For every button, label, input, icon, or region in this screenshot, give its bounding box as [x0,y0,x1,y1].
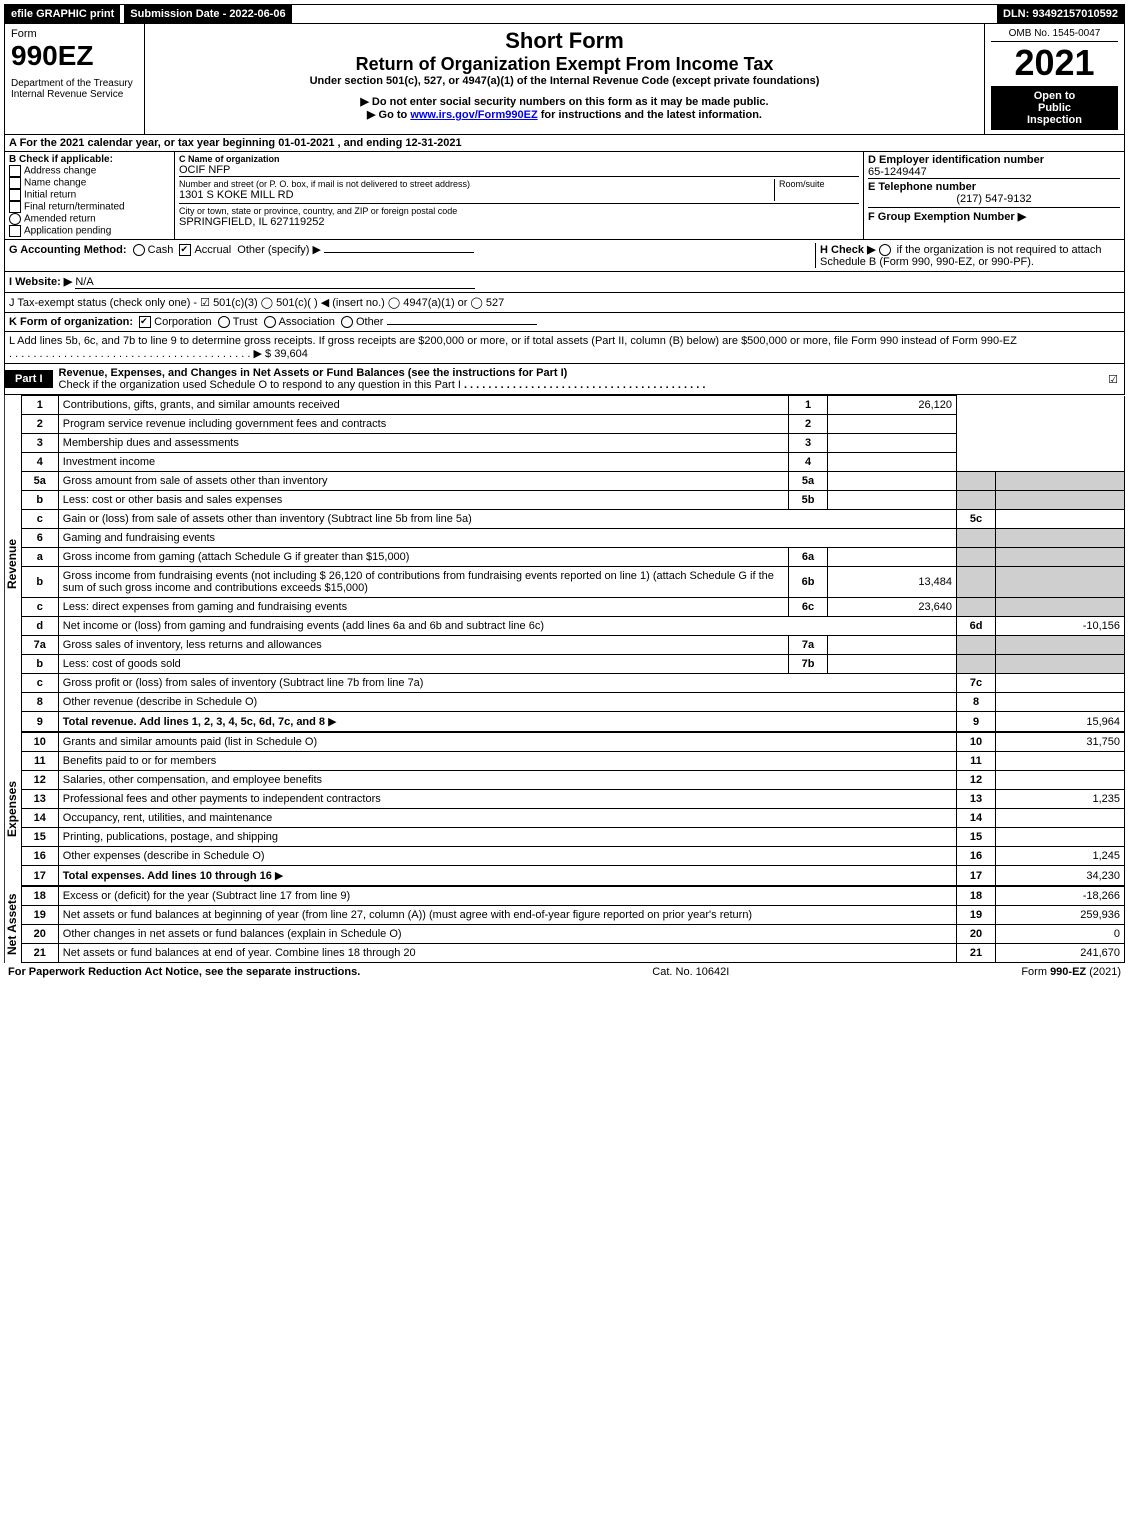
checkbox-application-pending[interactable] [9,225,21,237]
form-header: Form 990EZ Department of the Treasury In… [4,24,1125,135]
radio-cash[interactable] [133,244,145,256]
footer-left: For Paperwork Reduction Act Notice, see … [8,966,360,978]
checkbox-accrual[interactable] [179,244,191,256]
main-title: Return of Organization Exempt From Incom… [151,54,978,75]
website-label: I Website: ▶ [9,276,72,288]
netassets-table: 18Excess or (deficit) for the year (Subt… [21,886,1125,963]
row-l: L Add lines 5b, 6c, and 7b to line 9 to … [4,332,1125,364]
revenue-table: 1Contributions, gifts, grants, and simil… [21,395,1125,732]
subtitle: Under section 501(c), 527, or 4947(a)(1)… [151,75,978,87]
form-word: Form [11,28,138,40]
short-form-title: Short Form [151,28,978,54]
tel-label: E Telephone number [868,181,976,193]
netassets-label: Net Assets [5,886,21,963]
irs-link[interactable]: www.irs.gov/Form990EZ [410,109,537,121]
part1-header: Part I Revenue, Expenses, and Changes in… [4,364,1125,395]
radio-h[interactable] [879,244,891,256]
tel-value: (217) 547-9132 [868,193,1120,205]
name-label: C Name of organization [179,154,280,164]
efile-label: efile GRAPHIC print [5,5,120,23]
inspection-box: Open to Public Inspection [991,86,1118,130]
section-a: A For the 2021 calendar year, or tax yea… [4,135,1125,152]
footer-right: Form 990-EZ (2021) [1021,966,1121,978]
section-a-text: A For the 2021 calendar year, or tax yea… [9,137,462,149]
expenses-section: Expenses 10Grants and similar amounts pa… [4,732,1125,886]
dept-label: Department of the Treasury Internal Reve… [11,78,138,100]
checkbox-corporation[interactable] [139,316,151,328]
col-b-title: B Check if applicable: [9,154,113,165]
part1-tag: Part I [5,370,53,388]
ein-value: 65-1249447 [868,166,1120,178]
row-i: I Website: ▶ N/A [4,272,1125,293]
other-specify: Other (specify) ▶ [237,244,321,256]
netassets-section: Net Assets 18Excess or (deficit) for the… [4,886,1125,963]
website-value: N/A [75,276,93,288]
col-b: B Check if applicable: Address change Na… [5,152,175,239]
radio-amended-return[interactable] [9,213,21,225]
row-j: J Tax-exempt status (check only one) - ☑… [4,293,1125,313]
city-label: City or town, state or province, country… [179,206,859,216]
checkbox-address-change[interactable] [9,165,21,177]
radio-association[interactable] [264,316,276,328]
h-label: H Check ▶ [820,244,876,256]
tax-exempt-status: J Tax-exempt status (check only one) - ☑… [9,297,504,309]
org-city: SPRINGFIELD, IL 627119252 [179,216,859,228]
footer-mid: Cat. No. 10642I [652,966,729,978]
col-c: C Name of organization OCIF NFP Number a… [175,152,864,239]
ein-label: D Employer identification number [868,154,1044,166]
expenses-table: 10Grants and similar amounts paid (list … [21,732,1125,886]
radio-other[interactable] [341,316,353,328]
row-k: K Form of organization: Corporation Trus… [4,313,1125,332]
ssn-note: ▶ Do not enter social security numbers o… [151,95,978,108]
revenue-section: Revenue 1Contributions, gifts, grants, a… [4,395,1125,732]
goto-note: ▶ Go to www.irs.gov/Form990EZ for instru… [151,108,978,121]
gross-receipts: 39,604 [274,348,308,360]
omb: OMB No. 1545-0047 [991,28,1118,42]
form-number: 990EZ [11,40,138,72]
part1-checkbox[interactable]: ☑ [1102,373,1124,386]
form-of-org-label: K Form of organization: [9,316,133,328]
accounting-label: G Accounting Method: [9,244,127,256]
checkbox-final-return[interactable] [9,201,21,213]
addr-label: Number and street (or P. O. box, if mail… [179,179,774,189]
checkbox-name-change[interactable] [9,177,21,189]
info-grid: B Check if applicable: Address change Na… [4,152,1125,240]
checkbox-initial-return[interactable] [9,189,21,201]
part1-note: Check if the organization used Schedule … [59,379,461,391]
part1-title: Revenue, Expenses, and Changes in Net As… [59,367,568,379]
room-label: Room/suite [774,179,859,201]
dln: DLN: 93492157010592 [997,5,1124,23]
expenses-label: Expenses [5,732,21,886]
revenue-label: Revenue [5,395,21,732]
org-name: OCIF NFP [179,164,859,176]
page-footer: For Paperwork Reduction Act Notice, see … [4,963,1125,981]
col-d: D Employer identification number 65-1249… [864,152,1124,239]
submission-date: Submission Date - 2022-06-06 [124,5,291,23]
top-bar: efile GRAPHIC print Submission Date - 20… [4,4,1125,24]
row-l-text: L Add lines 5b, 6c, and 7b to line 9 to … [9,335,1017,347]
radio-trust[interactable] [218,316,230,328]
tax-year: 2021 [991,42,1118,84]
org-address: 1301 S KOKE MILL RD [179,189,774,201]
row-g-h: G Accounting Method: Cash Accrual Other … [4,240,1125,272]
group-exemption-label: F Group Exemption Number ▶ [868,211,1026,223]
